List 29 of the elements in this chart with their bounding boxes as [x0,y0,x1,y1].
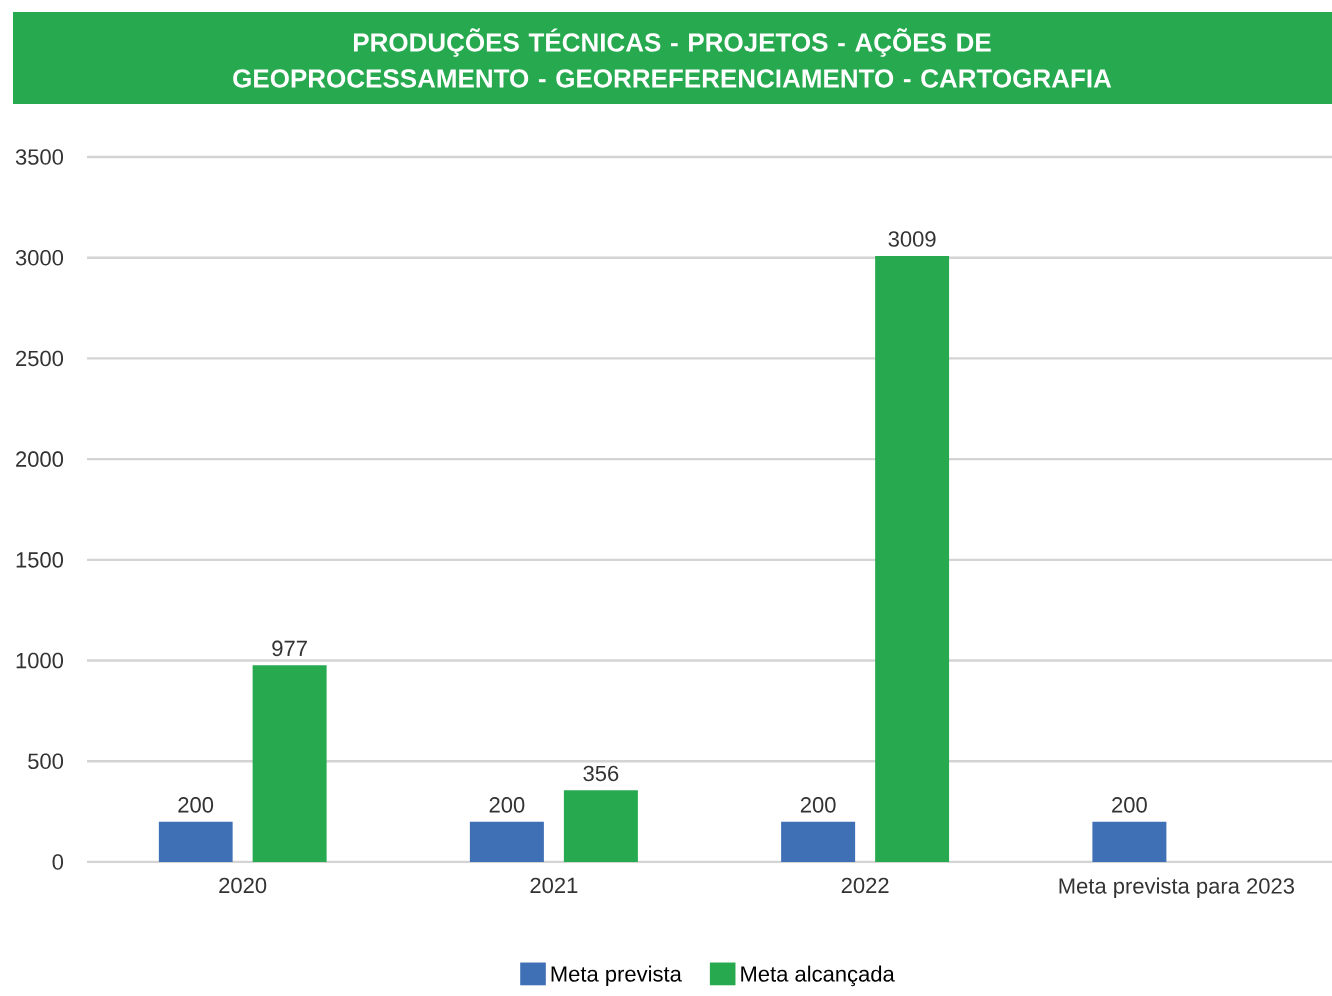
bar [469,821,544,862]
y-tick-label: 3000 [15,249,64,266]
legend-label: Meta prevista [551,965,682,987]
x-tick-label: 2022 [841,877,889,894]
data-label: 356 [583,765,619,782]
data-label: 200 [800,797,836,813]
bar [563,790,638,862]
bar [875,255,950,862]
y-tick-label: 1000 [16,652,64,669]
x-tick-label: Meta prevista para 2023 [1059,877,1294,899]
data-label: 977 [272,640,307,657]
y-tick-label: 2500 [16,350,64,367]
data-label: 200 [178,797,214,813]
y-tick-label: 2000 [16,451,64,467]
bar [158,821,233,862]
legend-label: Meta alcançada [741,965,895,987]
chart-title: PRODUÇÕES TÉCNICAS - PROJETOS - AÇÕES DE GEOPROCESSAMENTO - GEORREFERENCIAMENTO - CARTOGRAFIA [233,28,1112,88]
y-tick-label: 3500 [15,149,64,165]
y-tick-label: 0 [52,854,64,870]
x-tick-label: 2021 [530,877,578,894]
y-tick-label: 500 [28,753,64,770]
data-label: 200 [1112,797,1147,813]
data-label: 3009 [888,231,936,247]
data-label: 200 [489,797,525,813]
x-tick-label: 2020 [219,877,267,894]
bar [252,665,327,862]
bar [1092,821,1167,862]
y-tick-label: 1500 [16,552,64,568]
bar [781,821,856,862]
